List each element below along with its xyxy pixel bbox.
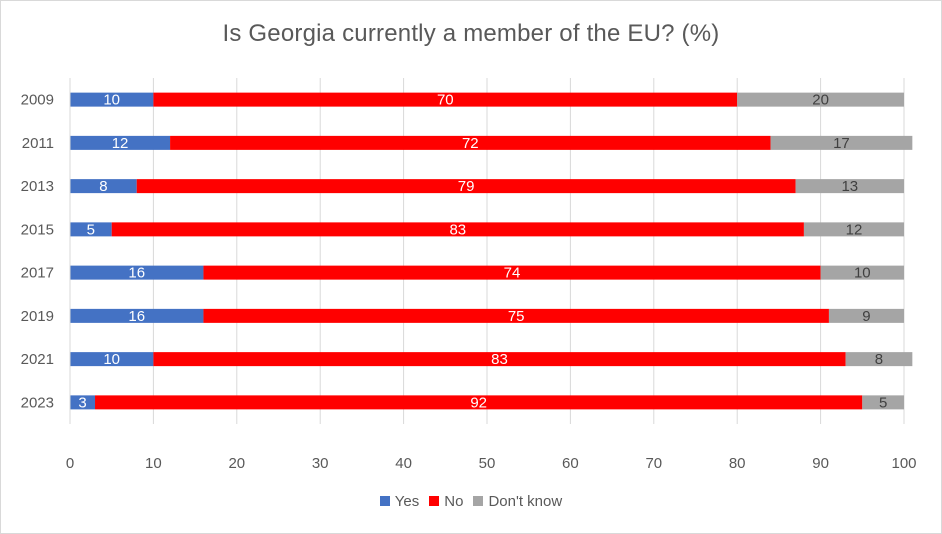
bar-yes [70, 352, 154, 367]
x-tick-label: 60 [562, 455, 579, 472]
bar-yes [70, 135, 171, 150]
data-label: 83 [449, 221, 466, 238]
bar-no [136, 179, 796, 194]
bar-don-t-know [803, 222, 904, 237]
x-tick-label: 100 [891, 455, 916, 472]
data-label: 5 [879, 394, 887, 411]
x-tick-label: 70 [645, 455, 662, 472]
y-tick-label: 2023 [21, 394, 54, 411]
data-label: 20 [812, 92, 829, 109]
y-tick-label: 2021 [21, 351, 54, 368]
data-label: 92 [470, 394, 487, 411]
bar-no [111, 222, 804, 237]
y-tick-label: 2013 [21, 178, 54, 195]
bar-no [203, 308, 829, 323]
data-label: 8 [875, 351, 883, 368]
data-label: 74 [504, 265, 521, 282]
legend-label: No [444, 493, 464, 510]
data-label: 75 [508, 308, 525, 325]
bar-don-t-know [770, 135, 913, 150]
chart-legend: Yes No Don't know [0, 493, 942, 510]
bar-don-t-know [795, 179, 904, 194]
x-tick-label: 0 [66, 455, 74, 472]
legend-item: Don't know [473, 493, 562, 510]
y-tick-label: 2011 [22, 135, 54, 152]
legend-swatch [379, 496, 390, 506]
bar-no [170, 135, 771, 150]
x-tick-label: 20 [228, 455, 245, 472]
bar-yes [70, 308, 204, 323]
data-label: 72 [462, 135, 479, 152]
bar-don-t-know [737, 92, 904, 107]
data-label: 9 [862, 308, 870, 325]
legend-item: Yes [379, 493, 420, 510]
data-label: 5 [87, 221, 95, 238]
x-tick-label: 10 [145, 455, 162, 472]
x-tick-label: 90 [812, 455, 829, 472]
x-tick-label: 50 [479, 455, 496, 472]
chart-title: Is Georgia currently a member of the EU?… [222, 20, 720, 47]
bar-yes [70, 92, 154, 107]
bar-yes [70, 395, 96, 410]
data-label: 17 [833, 135, 850, 152]
legend-label: Don't know [488, 493, 563, 510]
data-label: 8 [99, 178, 107, 195]
y-tick-label: 2009 [21, 92, 54, 109]
y-tick-label: 2017 [21, 265, 54, 282]
bar-don-t-know [845, 352, 913, 367]
bar-yes [70, 222, 112, 237]
x-tick-label: 30 [312, 455, 329, 472]
x-tick-label: 40 [395, 455, 412, 472]
bar-no [95, 395, 863, 410]
bar-don-t-know [828, 308, 904, 323]
data-label: 10 [103, 92, 120, 109]
y-tick-label: 2019 [21, 308, 54, 325]
data-label: 83 [491, 351, 508, 368]
data-label: 70 [437, 92, 454, 109]
legend-label: Yes [394, 493, 420, 510]
legend-swatch [473, 496, 484, 506]
y-tick-label: 2015 [21, 221, 54, 238]
legend-item: No [429, 493, 463, 510]
bar-yes [70, 265, 204, 280]
data-label: 13 [841, 178, 858, 195]
data-label: 16 [128, 308, 145, 325]
bar-don-t-know [820, 265, 904, 280]
bar-no [153, 92, 738, 107]
legend-swatch [429, 496, 440, 506]
data-label: 16 [128, 265, 145, 282]
bar-no [153, 352, 846, 367]
data-label: 3 [78, 394, 86, 411]
bar-yes [70, 179, 137, 194]
bar-don-t-know [862, 395, 904, 410]
data-label: 10 [854, 265, 871, 282]
x-tick-label: 80 [729, 455, 746, 472]
bar-no [203, 265, 821, 280]
data-label: 12 [846, 221, 863, 238]
data-label: 10 [103, 351, 120, 368]
data-label: 79 [458, 178, 475, 195]
data-label: 12 [112, 135, 129, 152]
